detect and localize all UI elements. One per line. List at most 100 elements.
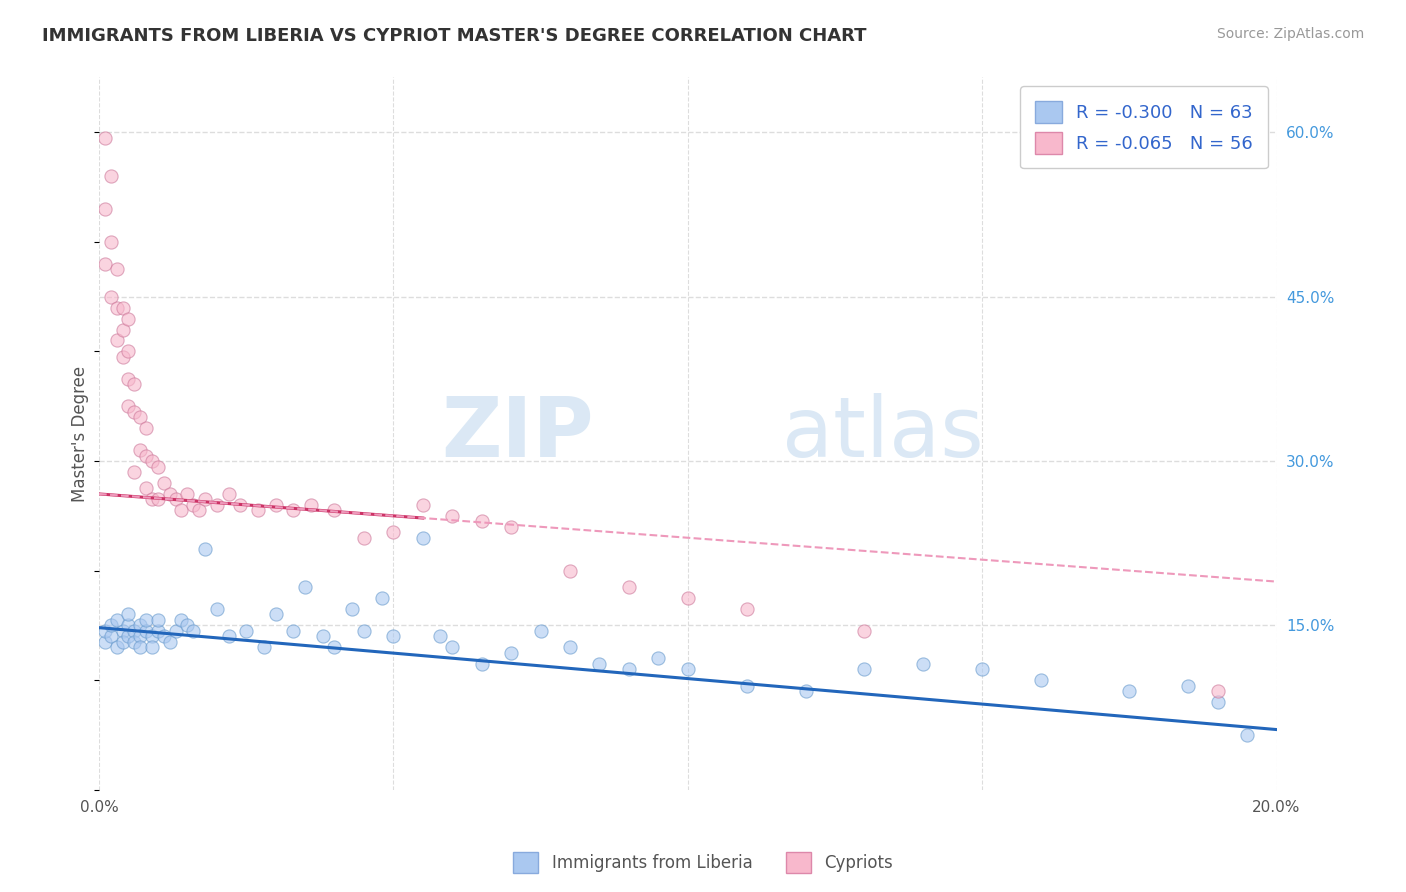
Point: [194, 541, 217, 556]
Point: [370, 591, 392, 605]
Point: [264, 607, 287, 622]
Text: atlas: atlas: [782, 393, 984, 475]
Point: [588, 657, 610, 671]
Point: [105, 334, 128, 348]
Point: [617, 580, 640, 594]
Point: [105, 301, 128, 315]
Point: [170, 503, 193, 517]
Point: [124, 405, 146, 419]
Point: [794, 684, 817, 698]
Point: [676, 662, 699, 676]
Point: [117, 399, 139, 413]
Point: [501, 520, 523, 534]
Point: [558, 640, 581, 655]
Point: [382, 629, 405, 643]
Point: [94, 202, 117, 216]
Point: [205, 498, 228, 512]
Point: [218, 487, 240, 501]
Point: [353, 624, 375, 638]
Point: [117, 607, 139, 622]
Point: [146, 492, 169, 507]
Point: [111, 624, 134, 638]
Point: [146, 613, 169, 627]
Point: [1118, 684, 1140, 698]
Point: [735, 679, 758, 693]
Point: [105, 613, 128, 627]
Point: [382, 525, 405, 540]
Point: [159, 487, 181, 501]
Point: [412, 498, 434, 512]
Point: [853, 624, 876, 638]
Point: [676, 591, 699, 605]
Point: [441, 640, 464, 655]
Point: [94, 257, 117, 271]
Point: [735, 602, 758, 616]
Point: [135, 421, 157, 435]
Point: [340, 602, 363, 616]
Point: [176, 487, 198, 501]
Point: [194, 492, 217, 507]
Point: [972, 662, 994, 676]
Point: [1029, 673, 1052, 688]
Point: [283, 624, 305, 638]
Point: [152, 629, 174, 643]
Point: [124, 624, 146, 638]
Point: [181, 624, 204, 638]
Point: [912, 657, 935, 671]
Y-axis label: Master's Degree: Master's Degree: [72, 366, 89, 501]
Point: [264, 498, 287, 512]
Point: [429, 629, 451, 643]
Point: [135, 482, 157, 496]
Point: [558, 564, 581, 578]
Point: [218, 629, 240, 643]
Point: [283, 503, 305, 517]
Point: [141, 640, 163, 655]
Point: [111, 635, 134, 649]
Point: [129, 410, 152, 425]
Point: [100, 290, 122, 304]
Point: [312, 629, 335, 643]
Point: [135, 624, 157, 638]
Point: [412, 531, 434, 545]
Point: [235, 624, 257, 638]
Point: [1236, 728, 1258, 742]
Point: [124, 377, 146, 392]
Point: [529, 624, 551, 638]
Point: [129, 443, 152, 458]
Point: [105, 640, 128, 655]
Point: [94, 130, 117, 145]
Legend: Immigrants from Liberia, Cypriots: Immigrants from Liberia, Cypriots: [506, 846, 900, 880]
Point: [1177, 679, 1199, 693]
Point: [117, 344, 139, 359]
Point: [111, 322, 134, 336]
Legend: R = -0.300   N = 63, R = -0.065   N = 56: R = -0.300 N = 63, R = -0.065 N = 56: [1021, 87, 1268, 169]
Point: [124, 465, 146, 479]
Point: [246, 503, 269, 517]
Point: [94, 635, 117, 649]
Point: [141, 492, 163, 507]
Point: [129, 618, 152, 632]
Point: [188, 503, 211, 517]
Point: [253, 640, 276, 655]
Point: [146, 624, 169, 638]
Point: [617, 662, 640, 676]
Point: [229, 498, 252, 512]
Point: [441, 508, 464, 523]
Point: [129, 629, 152, 643]
Point: [100, 169, 122, 183]
Point: [165, 492, 187, 507]
Point: [94, 624, 117, 638]
Point: [1206, 684, 1229, 698]
Point: [471, 514, 494, 528]
Point: [170, 613, 193, 627]
Text: Source: ZipAtlas.com: Source: ZipAtlas.com: [1216, 27, 1364, 41]
Point: [1206, 695, 1229, 709]
Point: [129, 640, 152, 655]
Point: [501, 646, 523, 660]
Point: [152, 475, 174, 490]
Point: [471, 657, 494, 671]
Point: [323, 503, 346, 517]
Point: [141, 454, 163, 468]
Point: [853, 662, 876, 676]
Point: [135, 613, 157, 627]
